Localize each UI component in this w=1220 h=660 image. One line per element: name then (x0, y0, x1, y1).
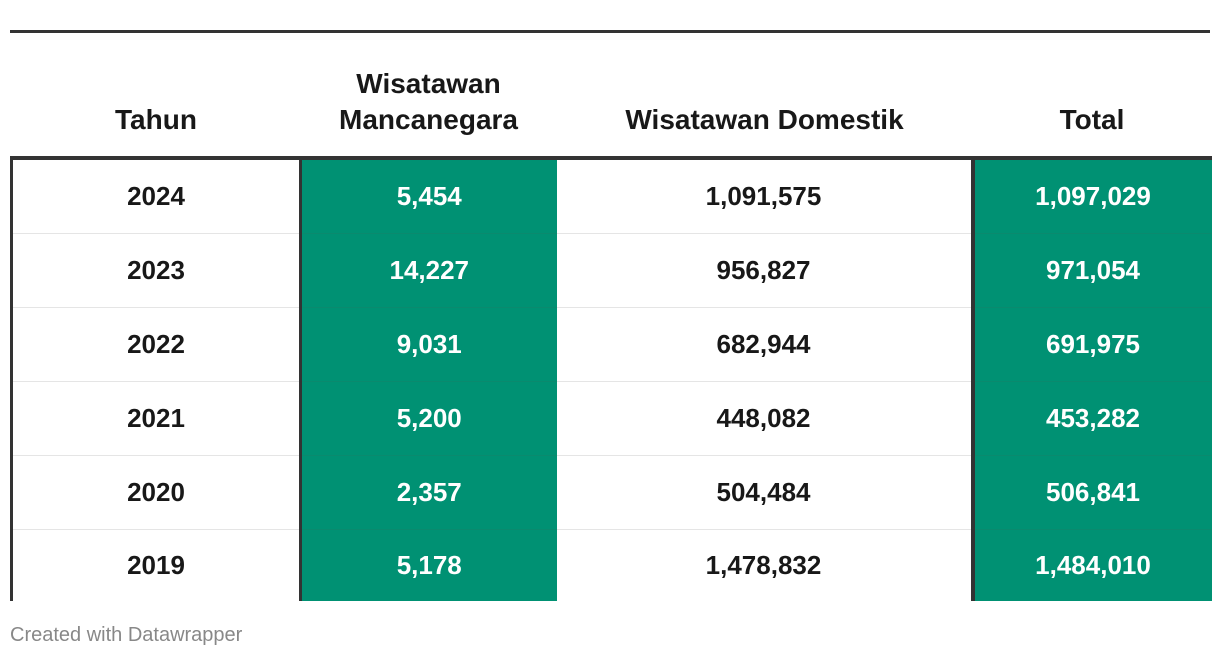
cell-domestic: 956,827 (556, 233, 975, 308)
footer-credit[interactable]: Created with Datawrapper (10, 624, 243, 646)
header-domestic-tourists[interactable]: Wisatawan Domestik (556, 33, 973, 160)
cell-total: 691,975 (972, 307, 1212, 382)
cell-foreign: 5,200 (300, 381, 557, 456)
cell-total: 1,097,029 (972, 158, 1212, 234)
cell-year: 2019 (10, 529, 302, 601)
cell-foreign: 9,031 (300, 307, 557, 382)
cell-foreign: 14,227 (300, 233, 557, 308)
tourism-table: Tahun Wisatawan Mancanegara Wisatawan Do… (10, 33, 1212, 601)
cell-domestic: 448,082 (556, 381, 975, 456)
header-total[interactable]: Total (972, 33, 1212, 160)
cell-foreign: 5,454 (300, 158, 557, 234)
table-row: 2024 5,454 1,091,575 1,097,029 (10, 158, 1212, 234)
cell-foreign: 2,357 (300, 455, 557, 530)
table-row: 2021 5,200 448,082 453,282 (10, 381, 1212, 456)
cell-domestic: 1,478,832 (556, 529, 975, 601)
cell-year: 2021 (10, 381, 302, 456)
cell-total: 1,484,010 (972, 529, 1212, 601)
table-row: 2022 9,031 682,944 691,975 (10, 307, 1212, 382)
cell-total: 971,054 (972, 233, 1212, 308)
cell-total: 453,282 (972, 381, 1212, 456)
header-year[interactable]: Tahun (11, 33, 301, 160)
cell-year: 2023 (10, 233, 302, 308)
cell-foreign: 5,178 (300, 529, 557, 601)
header-foreign-tourists[interactable]: Wisatawan Mancanegara (300, 33, 557, 160)
cell-domestic: 1,091,575 (556, 158, 975, 234)
cell-year: 2024 (10, 158, 302, 234)
cell-year: 2020 (10, 455, 302, 530)
table-row: 2023 14,227 956,827 971,054 (10, 233, 1212, 308)
table-row: 2020 2,357 504,484 506,841 (10, 455, 1212, 530)
cell-domestic: 682,944 (556, 307, 975, 382)
header-row: Tahun Wisatawan Mancanegara Wisatawan Do… (11, 33, 1212, 160)
table-row: 2019 5,178 1,478,832 1,484,010 (10, 529, 1212, 601)
cell-total: 506,841 (972, 455, 1212, 530)
table-top-rule (10, 30, 1210, 33)
cell-year: 2022 (10, 307, 302, 382)
cell-domestic: 504,484 (556, 455, 975, 530)
